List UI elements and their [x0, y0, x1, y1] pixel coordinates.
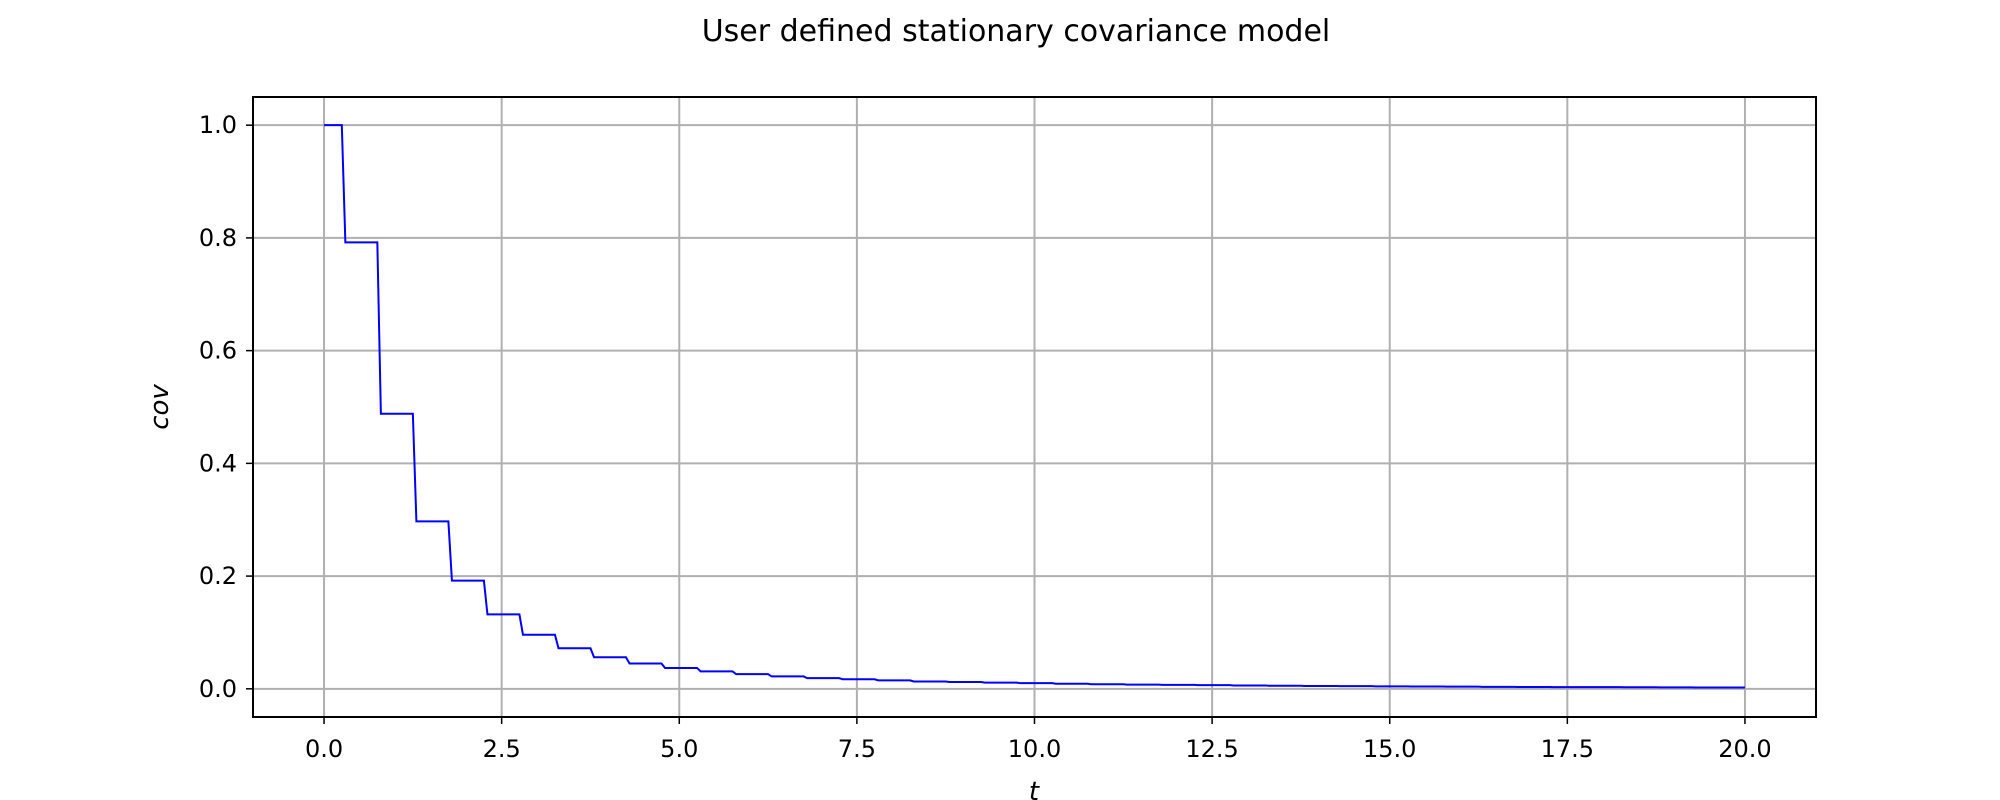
grid-layer: [253, 97, 1816, 717]
y-tick-label: 0.6: [199, 337, 237, 365]
y-tick-label: 0.8: [199, 224, 237, 252]
x-tick-label: 0.0: [305, 735, 343, 763]
y-tick-label: 0.0: [199, 675, 237, 703]
y-axis-ticks: 0.0 0.2 0.4 0.6 0.8 1.0: [199, 111, 253, 703]
covariance-series-line: [324, 124, 1745, 689]
x-tick-label: 10.0: [1008, 735, 1061, 763]
x-axis-label: t: [1029, 777, 1040, 800]
x-tick-label: 5.0: [660, 735, 698, 763]
y-tick-label: 0.4: [199, 449, 237, 477]
y-axis-label: cov: [145, 384, 175, 430]
y-tick-label: 0.2: [199, 562, 237, 590]
x-tick-label: 20.0: [1718, 735, 1771, 763]
y-tick-label: 1.0: [199, 111, 237, 139]
x-tick-label: 12.5: [1185, 735, 1238, 763]
chart-title: User defined stationary covariance model: [702, 14, 1331, 49]
series-layer: [324, 124, 1745, 689]
x-tick-label: 17.5: [1541, 735, 1594, 763]
x-tick-label: 2.5: [483, 735, 521, 763]
x-tick-label: 15.0: [1363, 735, 1416, 763]
x-axis-ticks: 0.0 2.5 5.0 7.5 10.0 12.5 15.0 17.5 20.0: [305, 717, 1772, 763]
x-tick-label: 7.5: [838, 735, 876, 763]
